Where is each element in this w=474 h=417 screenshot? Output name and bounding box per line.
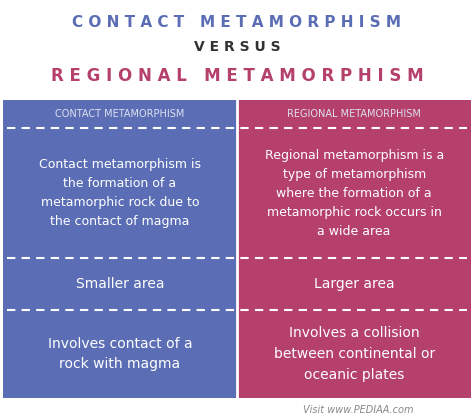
Bar bbox=[237, 100, 471, 398]
Text: REGIONAL METAMORPHISM: REGIONAL METAMORPHISM bbox=[287, 109, 421, 119]
Bar bbox=[3, 100, 237, 398]
Text: Visit www.PEDIAA.com: Visit www.PEDIAA.com bbox=[303, 405, 414, 415]
Text: C O N T A C T   M E T A M O R P H I S M: C O N T A C T M E T A M O R P H I S M bbox=[73, 15, 401, 30]
Text: V E R S U S: V E R S U S bbox=[194, 40, 280, 54]
Text: Involves contact of a
rock with magma: Involves contact of a rock with magma bbox=[47, 337, 192, 371]
Text: CONTACT METAMORPHISM: CONTACT METAMORPHISM bbox=[55, 109, 184, 119]
Text: Smaller area: Smaller area bbox=[75, 277, 164, 291]
Text: Larger area: Larger area bbox=[314, 277, 394, 291]
Text: R E G I O N A L   M E T A M O R P H I S M: R E G I O N A L M E T A M O R P H I S M bbox=[51, 67, 423, 85]
Text: Contact metamorphism is
the formation of a
metamorphic rock due to
the contact o: Contact metamorphism is the formation of… bbox=[39, 158, 201, 228]
Text: Regional metamorphism is a
type of metamorphism
where the formation of a
metamor: Regional metamorphism is a type of metam… bbox=[264, 148, 444, 238]
Text: Involves a collision
between continental or
oceanic plates: Involves a collision between continental… bbox=[273, 327, 435, 382]
